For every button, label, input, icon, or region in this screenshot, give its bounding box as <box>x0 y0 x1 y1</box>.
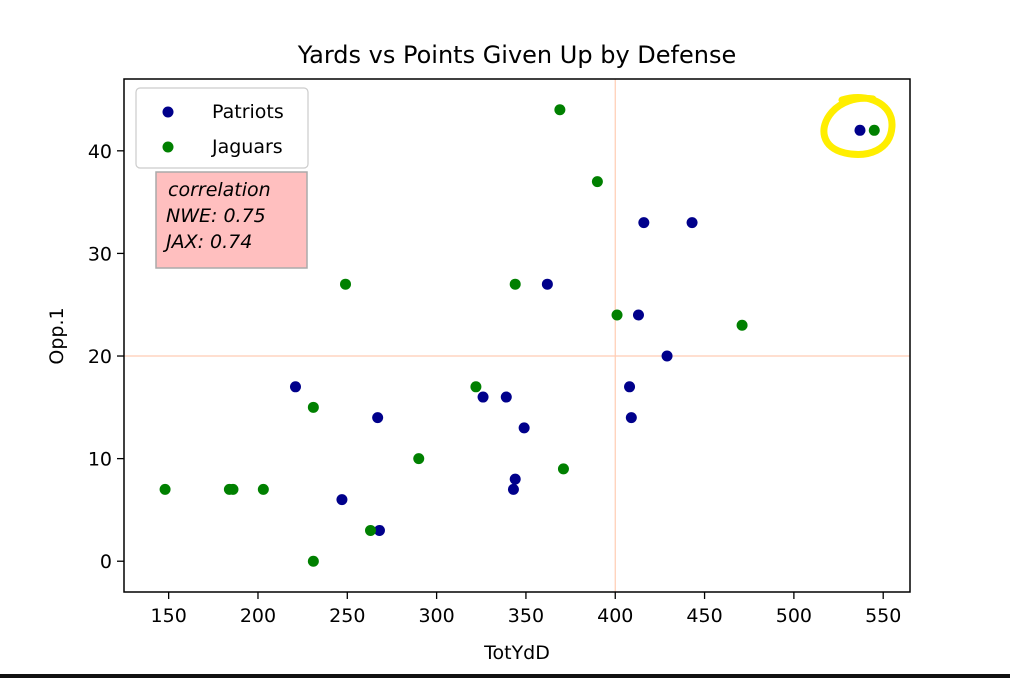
annotation-heading: correlation <box>168 179 271 201</box>
plot-frame <box>123 78 911 593</box>
legend-label-jaguars: Jaguars <box>211 136 283 158</box>
data-point-jaguars <box>554 104 566 116</box>
legend-marker-patriots <box>162 106 174 118</box>
x-tick-label: 450 <box>686 605 722 627</box>
x-tick-label: 400 <box>597 605 633 627</box>
data-point-patriots <box>632 309 644 321</box>
data-point-jaguars <box>736 319 748 331</box>
data-point-patriots <box>518 422 530 434</box>
x-tick-label: 350 <box>508 605 544 627</box>
y-tick-label: 30 <box>88 243 112 265</box>
data-point-patriots <box>625 412 637 424</box>
legend-marker-jaguars <box>162 141 174 153</box>
y-tick-label: 20 <box>88 346 112 368</box>
highlight-circle <box>820 94 896 158</box>
y-axis-label: Opp.1 <box>46 307 68 364</box>
x-tick-label: 250 <box>329 605 365 627</box>
annotation-nwe: NWE: 0.75 <box>166 205 266 227</box>
data-point-patriots <box>638 217 650 229</box>
data-point-patriots <box>507 483 519 495</box>
y-tick-label: 0 <box>100 551 112 573</box>
series-patriots <box>289 124 866 536</box>
y-tick-label: 40 <box>88 141 112 163</box>
data-point-patriots <box>624 381 636 393</box>
data-point-jaguars <box>159 483 171 495</box>
data-point-patriots <box>661 350 673 362</box>
data-point-jaguars <box>591 176 603 188</box>
x-tick-label: 150 <box>151 605 187 627</box>
data-point-jaguars <box>868 124 880 136</box>
bottom-border <box>0 674 1010 678</box>
data-point-jaguars <box>470 381 482 393</box>
data-point-jaguars <box>257 483 269 495</box>
x-tick-label: 300 <box>418 605 454 627</box>
data-point-jaguars <box>307 401 319 413</box>
x-axis-ticks: 150 200 250 300 350 400 450 500 550 <box>151 592 901 627</box>
data-point-patriots <box>477 391 489 403</box>
series-jaguars <box>159 104 880 567</box>
y-tick-label: 10 <box>88 449 112 471</box>
data-point-patriots <box>373 524 385 536</box>
data-point-patriots <box>686 217 698 229</box>
data-point-jaguars <box>227 483 239 495</box>
data-point-jaguars <box>557 463 569 475</box>
data-point-patriots <box>372 412 384 424</box>
chart-title: Yards vs Points Given Up by Defense <box>297 41 736 69</box>
y-axis-ticks: 0 10 20 30 40 <box>88 141 124 573</box>
data-point-jaguars <box>509 278 521 290</box>
data-point-patriots <box>541 278 553 290</box>
x-tick-label: 500 <box>776 605 812 627</box>
data-point-jaguars <box>307 555 319 567</box>
x-tick-label: 550 <box>865 605 901 627</box>
data-point-patriots <box>854 124 866 136</box>
data-point-patriots <box>500 391 512 403</box>
reference-lines <box>124 79 910 592</box>
data-point-patriots <box>336 494 348 506</box>
correlation-annotation: correlation NWE: 0.75 JAX: 0.74 <box>155 171 308 269</box>
data-point-patriots <box>289 381 301 393</box>
annotation-box <box>155 171 308 269</box>
data-point-patriots <box>509 473 521 485</box>
legend: Patriots Jaguars <box>135 87 309 169</box>
legend-label-patriots: Patriots <box>212 101 284 123</box>
data-point-jaguars <box>413 453 425 465</box>
data-point-jaguars <box>340 278 352 290</box>
data-points <box>159 104 880 567</box>
annotation-jax: JAX: 0.74 <box>162 231 252 253</box>
x-tick-label: 200 <box>240 605 276 627</box>
legend-box <box>135 87 309 169</box>
data-point-jaguars <box>611 309 623 321</box>
data-point-jaguars <box>365 524 377 536</box>
x-axis-label: TotYdD <box>483 642 550 664</box>
